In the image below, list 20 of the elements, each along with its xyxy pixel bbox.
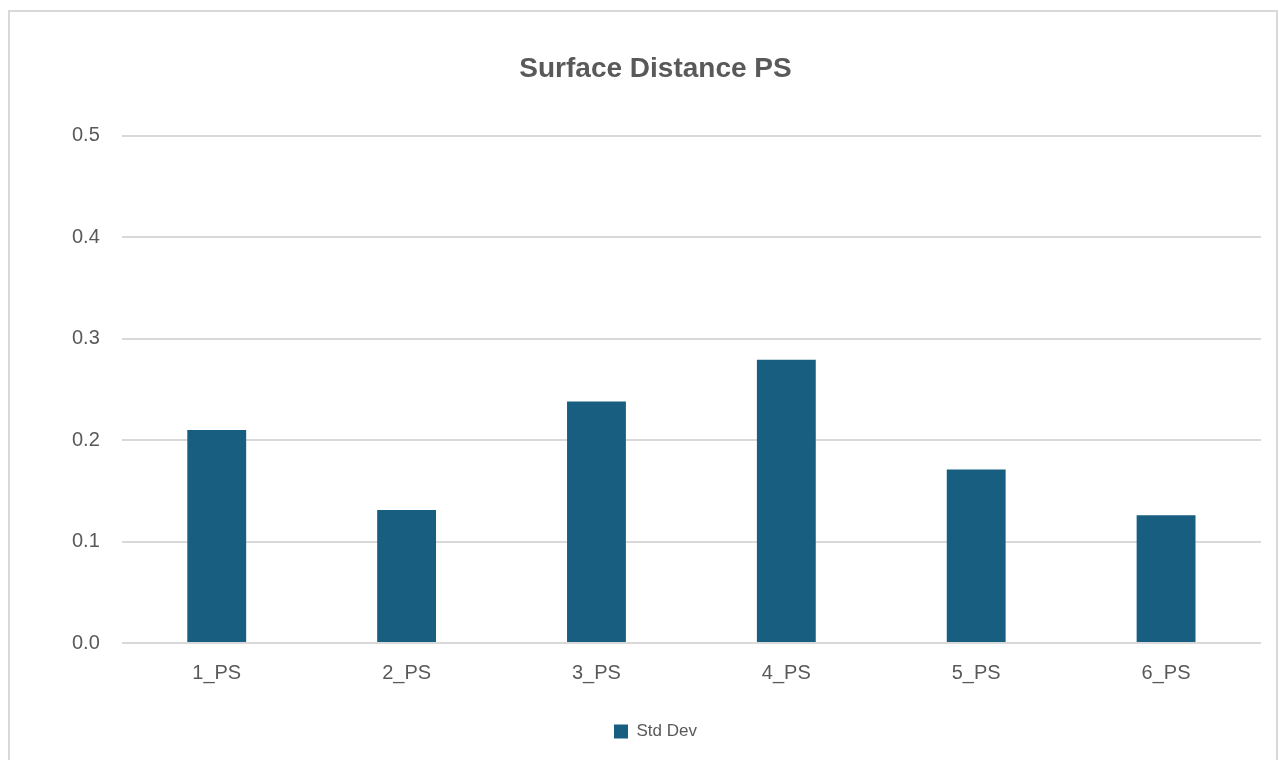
- x-tick-label: 4_PS: [761, 660, 811, 684]
- x-tick-label: 2_PS: [382, 660, 432, 684]
- bar: [187, 429, 247, 642]
- y-tick-label: 0.4: [71, 224, 100, 247]
- x-tick-label: 3_PS: [572, 660, 621, 684]
- x-tick-label: 5_PS: [951, 660, 1001, 684]
- bar: [756, 359, 816, 642]
- bar: [377, 510, 437, 642]
- bar: [1136, 515, 1196, 642]
- bar: [946, 469, 1006, 642]
- y-tick-label: 0.0: [71, 630, 100, 653]
- x-tick-label: 6_PS: [1141, 660, 1191, 684]
- bar: [567, 401, 626, 642]
- x-tick-label: 1_PS: [192, 660, 242, 684]
- y-tick-label: 0.1: [71, 529, 100, 552]
- y-tick-label: 0.5: [71, 123, 100, 146]
- y-tick-label: 0.3: [71, 326, 100, 349]
- y-tick-label: 0.2: [71, 427, 100, 450]
- legend-label: Std Dev: [636, 721, 698, 741]
- chart-title: Surface Distance PS: [519, 51, 792, 83]
